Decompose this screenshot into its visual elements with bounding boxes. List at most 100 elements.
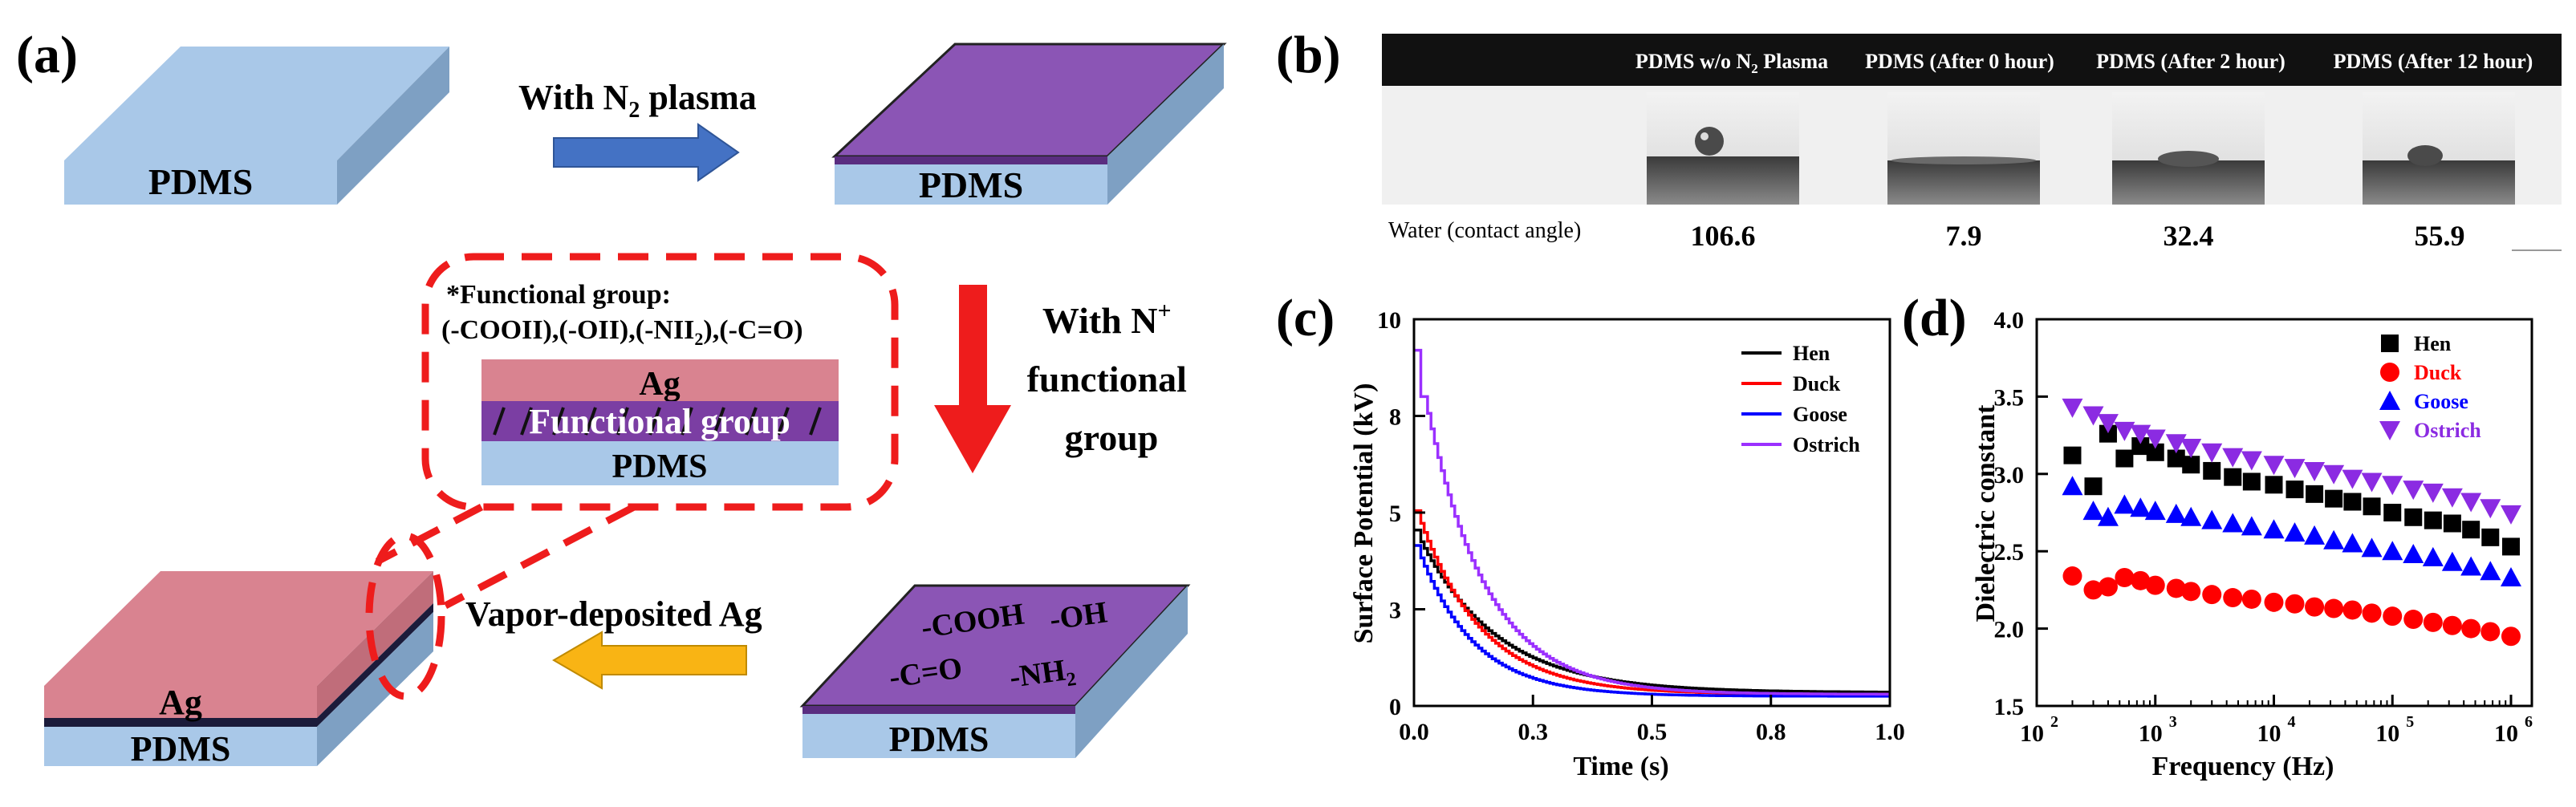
data-point-duck [2202,585,2222,605]
pdms-slab-front [64,160,337,205]
data-point-goose [2304,525,2326,545]
data-point-duck [2362,603,2382,623]
data-point-ostrich [2097,414,2119,434]
func-slab-side [1075,586,1188,758]
panel-a-label: (a) [16,26,78,84]
step-functional-label: With N+ functional group [1027,286,1197,458]
data-point-duck [2423,612,2443,632]
legend-marker-hen [2381,335,2399,352]
legend-label-goose: Goose [2414,390,2468,413]
ag-coated-slab: Ag PDMS [44,532,445,768]
data-point-hen [2203,461,2221,480]
data-point-goose [2382,541,2403,561]
data-point-duck [2461,618,2481,639]
data-point-ostrich [2180,439,2202,459]
data-point-ostrich [2403,481,2424,501]
x-tick-exponent: 5 [2406,713,2414,731]
data-point-hen [2099,424,2117,443]
x-tick-label: 10 [2494,720,2518,747]
plasma-slab-side [1107,44,1224,205]
data-point-goose [2222,513,2244,533]
plot-frame [2035,318,2533,708]
data-point-ostrich [2263,456,2285,476]
legend-label-duck: Duck [1793,372,1841,395]
data-point-goose [2500,566,2521,586]
data-point-goose [2201,509,2223,529]
ag-layer-label: Ag [639,366,680,403]
step-vapor-label: Vapor-deposited Ag [465,594,762,634]
callout-connector-right [443,504,636,609]
data-point-goose [2284,522,2306,542]
droplet-1 [1695,127,1724,156]
chart-c-ylabel: Surface Potential (kV) [1349,383,1379,644]
data-point-hen [2084,477,2103,496]
panel-d-label: (d) [1902,289,1967,347]
x-tick-label: 0.0 [1399,719,1429,745]
y-tick-label: 3.5 [1994,384,2025,411]
chart-d-ylabel: Dielectric constant [1971,404,2001,622]
layer-stack: Ag Functional group PDMS [481,359,839,485]
functionalized-slab: -COOH -OH -C=O -NH2 PDMS [799,584,1191,759]
x-tick-label: 0.8 [1756,719,1786,745]
y-tick-label: 8 [1389,404,1401,431]
data-point-hen [2167,449,2185,468]
header-col-4: PDMS (After 12 hour) [2334,50,2533,73]
x-tick-label: 10 [2020,720,2044,747]
x-tick-exponent: 6 [2525,713,2533,731]
data-point-hen [2146,443,2164,461]
data-point-duck [2403,610,2424,630]
data-point-ostrich [2241,451,2262,471]
data-point-hen [2115,449,2134,468]
data-point-ostrich [2342,469,2363,489]
data-point-hen [2306,485,2324,503]
legend-label-duck: Duck [2414,361,2462,384]
data-point-hen [2424,511,2442,529]
data-point-goose [2361,537,2383,558]
data-point-duck [2324,598,2344,618]
data-point-duck [2098,577,2118,597]
data-point-duck [2305,597,2325,617]
data-point-ostrich [2500,505,2521,525]
data-point-goose [2144,501,2166,521]
functional-layer-label: Functional group [529,402,790,441]
data-point-goose [2165,503,2187,523]
droplet-2 [1891,156,2036,164]
y-tick-label: 3 [1389,598,1401,624]
data-point-duck [2083,580,2103,600]
ag-layer [481,359,839,401]
chart-d: 10 2 10 3 10 4 10 5 10 6 1.5 2.0 2.5 3.0 3.5 4.0 Hen Duck… [1994,307,2533,747]
data-point-hen [2443,514,2461,533]
callout-connector-left [375,504,484,565]
data-point-hen [2325,489,2343,508]
header-col-1: PDMS w/o N2 Plasma [1635,50,1828,76]
value-2: 7.9 [1946,220,1982,252]
legend-label-hen: Hen [1793,342,1830,365]
data-point-duck [2131,570,2151,590]
ag-slab-top [44,571,433,686]
series-line-hen [1414,528,1890,694]
data-point-ostrich [2222,448,2244,468]
panel-c: (c) Surface Potential (kV) Time (s) 0.0 0… [1276,289,1905,781]
bond-strokes [493,407,822,436]
pdms-slab-side [337,47,449,205]
x-tick-label: 0.3 [1518,719,1549,745]
series-line-goose [1414,544,1890,698]
data-point-duck [2062,566,2082,586]
data-point-goose [2480,561,2501,581]
droplet-photo-4 [2363,92,2515,205]
legend-marker-goose [2379,391,2400,410]
data-point-duck [2481,622,2501,642]
data-point-goose [2180,506,2202,526]
pdms-slab-plasma: PDMS [831,43,1227,205]
data-point-goose [2241,516,2262,536]
plasma-layer-front [835,156,1107,164]
x-tick-exponent: 2 [2050,713,2058,731]
pdms-label-3: PDMS [889,720,989,759]
data-point-goose [2342,533,2363,553]
row-label: Water (contact angle) [1388,218,1581,243]
data-point-hen [2224,468,2242,486]
data-point-hen [2343,493,2362,511]
pdms-slab-top [64,47,449,160]
pdms-label-1: PDMS [148,161,253,202]
data-point-ostrich [2082,406,2104,426]
